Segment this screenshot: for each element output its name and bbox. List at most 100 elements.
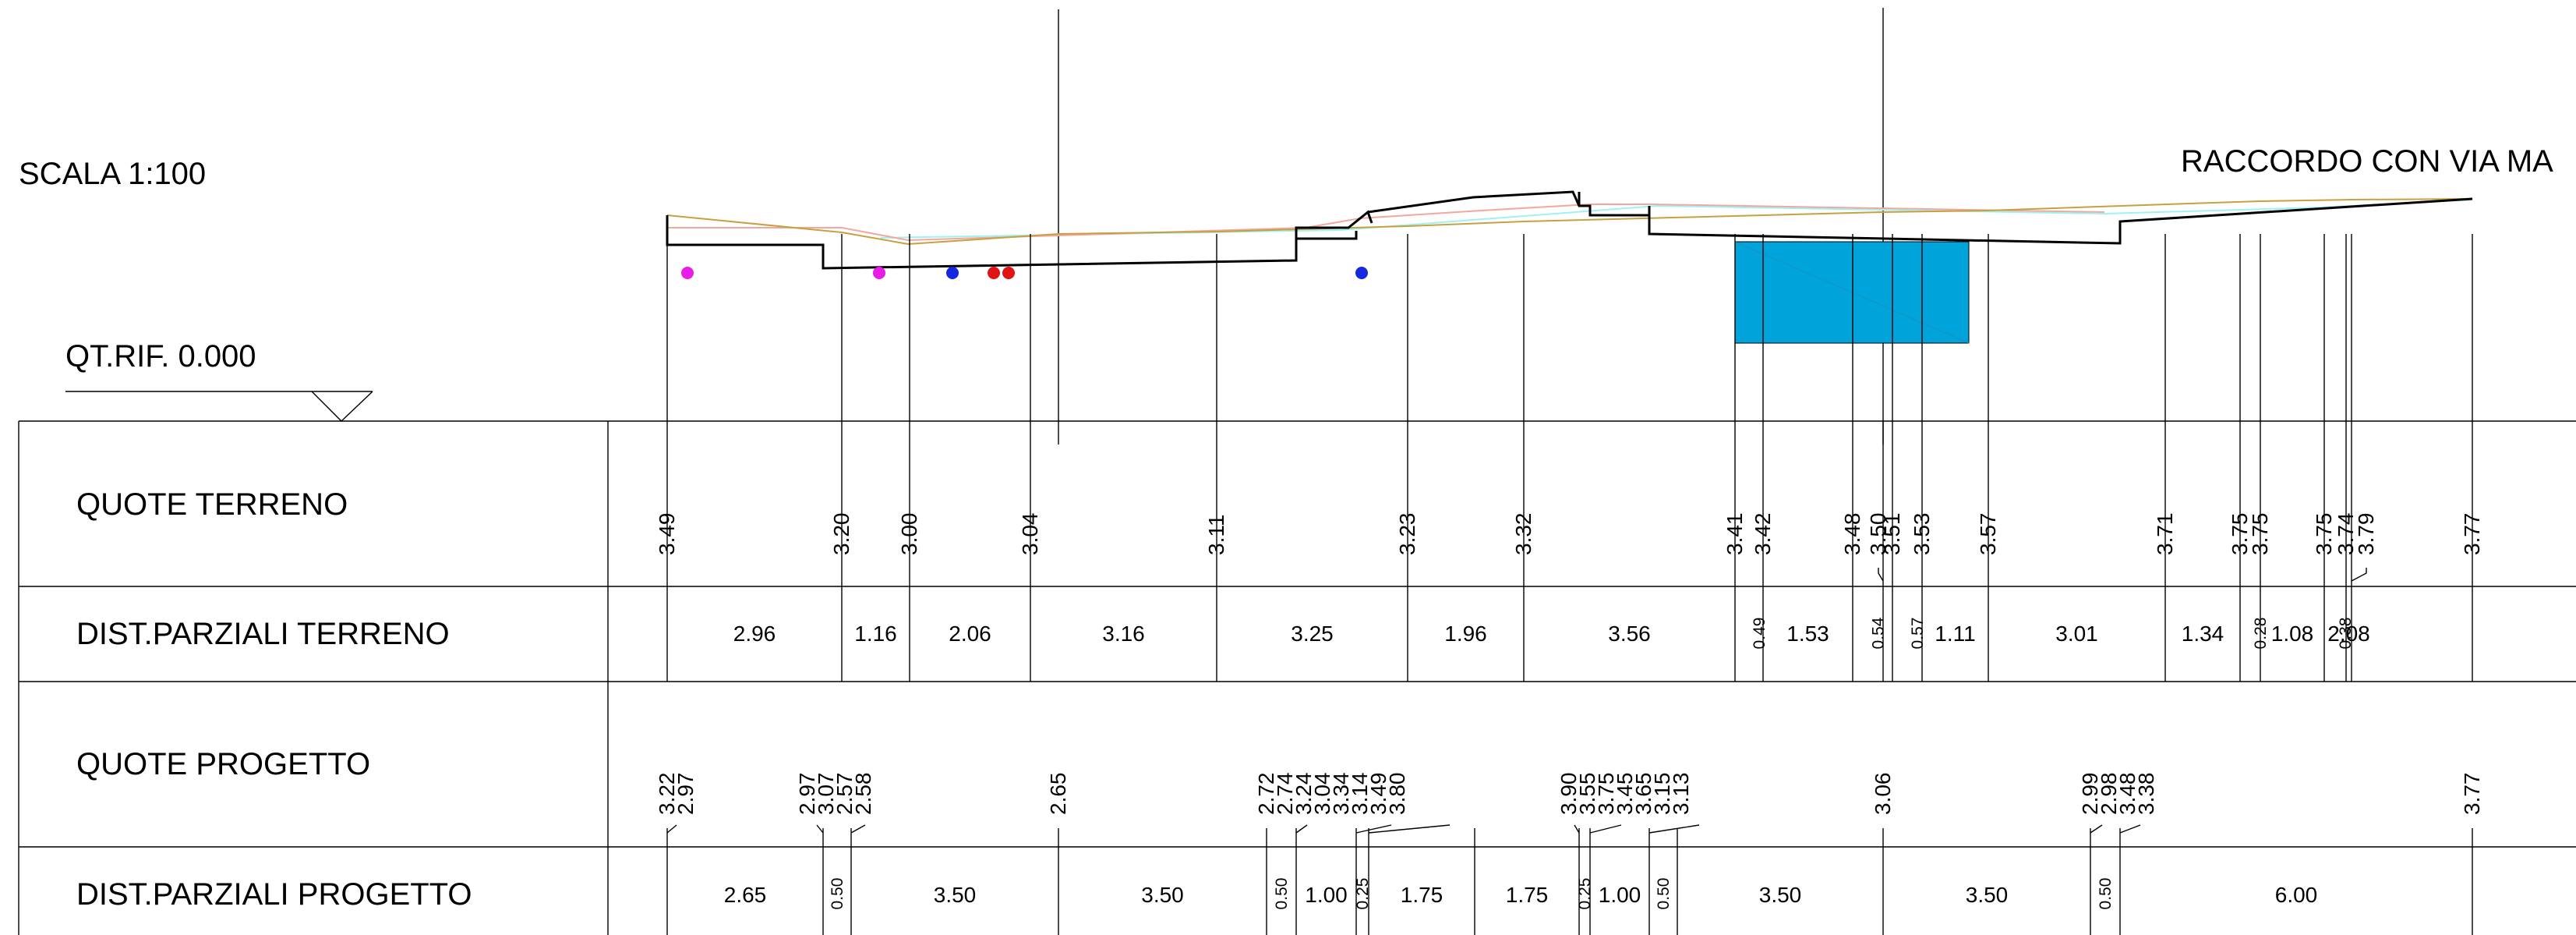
project-elevation-label: 3.14 (1348, 773, 1372, 816)
project-elevation-label: 2.72 (1254, 773, 1278, 816)
project-distance-label: 1.00 (1305, 883, 1348, 907)
project-distance-label: 0.50 (829, 878, 846, 910)
project-distance-label: 3.50 (1966, 883, 2009, 907)
terrain-elevation-label: 3.23 (1395, 513, 1419, 556)
project-elevation-label: 2.57 (832, 773, 857, 816)
project-distance-label: 1.75 (1401, 883, 1443, 907)
terrain-elevation-label: 3.32 (1511, 513, 1535, 556)
terrain-distance-label: 1.96 (1444, 622, 1487, 646)
terrain-elevation-label: 3.75 (2312, 513, 2336, 556)
project-elevation-label: 3.45 (1613, 773, 1637, 816)
project-elevation-label: 3.38 (2134, 773, 2158, 816)
project-label-leader (850, 824, 866, 834)
row-label-quote-terreno: QUOTE TERRENO (76, 487, 348, 522)
project-elevation-label: 2.97 (795, 773, 819, 816)
terrain-elevation-label: 3.53 (1910, 513, 1934, 556)
utility-markers (681, 267, 1368, 279)
terrain-elevation-label: 3.51 (1880, 513, 1904, 556)
utility-marker-blue (1355, 267, 1368, 279)
project-distance-label: 0.50 (2097, 878, 2115, 910)
terrain-elevation-label: 3.49 (655, 513, 679, 556)
project-distance-label: 2.65 (724, 883, 767, 907)
terrain-elevation-label: 3.50 (1866, 513, 1890, 556)
terrain-elevation-label: 3.20 (829, 513, 853, 556)
scale-label: SCALA 1:100 (19, 157, 206, 191)
project-label-leader (1368, 824, 1451, 834)
project-elevation-label: 2.98 (2097, 773, 2121, 816)
terrain-distance-label: 1.08 (2271, 622, 2314, 646)
project-elevation-label: 3.65 (1631, 773, 1655, 816)
terrain-elevation-label: 3.00 (897, 513, 921, 556)
terrain-distance-label: 1.11 (1935, 622, 1975, 646)
project-elevation-label: 3.13 (1669, 773, 1693, 816)
utility-marker-magenta (873, 267, 885, 279)
terrain-label-leader (1878, 568, 1884, 582)
project-label-leader (2090, 824, 2103, 834)
culvert-structure (1734, 241, 1970, 344)
project-elevation-label: 2.97 (673, 773, 698, 816)
utility-marker-magenta (681, 267, 694, 279)
project-label-leader (1574, 824, 1580, 834)
project-elevation-label: 2.99 (2078, 773, 2102, 816)
project-elevation-label: 3.15 (1650, 773, 1674, 816)
reference-level-label: QT.RIF. 0.000 (65, 339, 256, 374)
project-elevation-label: 3.55 (1575, 773, 1599, 816)
reference-level-marker (65, 391, 373, 422)
project-distance-label: 0.25 (1354, 878, 1372, 910)
terrain-profile-lines (666, 198, 2473, 246)
terrain-distance-label: 3.01 (2055, 622, 2098, 646)
project-stations: 3.222.97 2.973.072.572.58 2.65 2.722.743.24… (655, 773, 2484, 935)
terrain-distance-label: 0.38 (2337, 618, 2355, 650)
project-distance-label: 3.50 (1759, 883, 1802, 907)
project-label-leader (1355, 824, 1392, 834)
project-distance-label: 1.75 (1506, 883, 1549, 907)
project-elevation-label: 3.90 (1557, 773, 1581, 816)
project-elevation-label: 3.34 (1329, 773, 1353, 816)
drawing-title: RACCORDO CON VIA MA (2181, 144, 2553, 179)
terrain-distance-label: 3.25 (1291, 622, 1334, 646)
project-distance-label: 1.00 (1599, 883, 1641, 907)
profile-table-grid (18, 420, 2576, 935)
terrain-distance-label: 1.53 (1786, 622, 1829, 646)
project-elevation-label: 3.49 (1366, 773, 1390, 816)
terrain-elevation-label: 3.75 (2228, 513, 2252, 556)
terrain-elevation-label: 3.11 (1204, 515, 1228, 555)
terrain-distance-label: 2.96 (733, 622, 776, 646)
terrain-distance-label: 2.08 (2327, 622, 2370, 646)
utility-marker-red (1002, 267, 1015, 279)
terrain-elevation-label: 3.71 (2153, 513, 2177, 556)
project-label-leader (1589, 824, 1622, 834)
project-elevation-label: 3.07 (814, 773, 838, 816)
project-elevation-label: 2.58 (851, 773, 875, 816)
terrain-distance-label: 3.56 (1608, 622, 1651, 646)
project-label-leader (666, 824, 677, 834)
row-label-dist-parziali-terreno: DIST.PARZIALI TERRENO (76, 617, 450, 651)
project-distance-label: 0.25 (1576, 878, 1594, 910)
terrain-elevation-label: 3.77 (2460, 513, 2484, 556)
utility-marker-red (988, 267, 1000, 279)
terrain-stations: 3.49 3.20 3.00 3.04 3.11 3.23 3.32 3.41 3.42 3.48… (655, 234, 2484, 682)
terrain-distance-label: 3.16 (1102, 622, 1145, 646)
project-elevation-label: 3.06 (1871, 773, 1895, 816)
row-label-quote-progetto: QUOTE PROGETTO (76, 747, 370, 781)
terrain-distance-label: 0.49 (1751, 618, 1769, 650)
project-elevation-label: 3.75 (1594, 773, 1618, 816)
project-distance-label: 3.50 (1141, 883, 1184, 907)
terrain-distance-label: 0.57 (1909, 618, 1927, 650)
terrain-distance-label: 0.28 (2252, 618, 2270, 650)
terrain-elevation-label: 3.74 (2334, 513, 2358, 556)
terrain-distance-label: 1.34 (2182, 622, 2224, 646)
project-section-outline (666, 190, 2473, 270)
project-label-leader (2119, 824, 2141, 834)
terrain-elevation-label: 3.41 (1723, 513, 1747, 556)
project-label-leader (1648, 824, 1700, 834)
project-elevation-label: 3.77 (2460, 773, 2484, 816)
project-elevation-label: 2.74 (1273, 773, 1297, 816)
project-distance-label: 6.00 (2275, 883, 2318, 907)
terrain-label-leader (2351, 568, 2367, 582)
project-distance-label: 0.50 (1273, 878, 1291, 910)
terrain-elevation-label: 3.75 (2248, 513, 2272, 556)
project-distance-label: 0.50 (1655, 878, 1673, 910)
project-label-leader (1295, 824, 1308, 834)
